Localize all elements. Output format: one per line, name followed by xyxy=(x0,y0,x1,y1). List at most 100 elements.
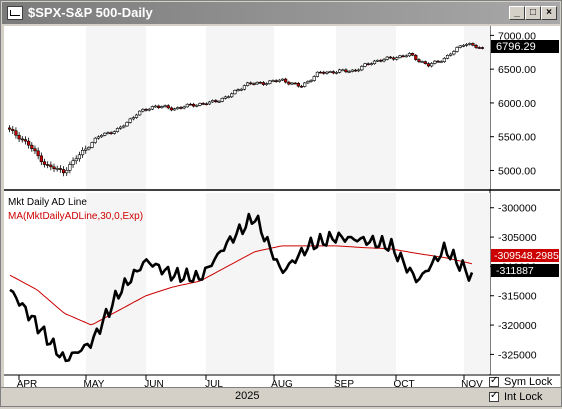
candle-body xyxy=(379,59,383,62)
maximize-button[interactable]: □ xyxy=(525,6,541,20)
candle-body xyxy=(61,169,66,174)
candle-body xyxy=(233,89,237,95)
candle-body xyxy=(287,81,291,85)
candle-body xyxy=(122,125,126,128)
minimize-button[interactable]: _ xyxy=(509,6,525,20)
candle-body xyxy=(119,126,123,129)
candle-body xyxy=(144,109,148,111)
candle-body xyxy=(20,138,24,141)
candle-body xyxy=(90,142,94,148)
candle-body xyxy=(461,45,465,47)
candle-body xyxy=(198,103,202,106)
candle-body xyxy=(258,81,262,84)
candle-body xyxy=(103,132,107,136)
candle-body xyxy=(249,82,253,85)
candle-body xyxy=(100,135,104,138)
candle-body xyxy=(338,69,342,73)
int-lock-toggle[interactable]: Int Lock xyxy=(489,390,543,403)
ad-tick-label: -325000 xyxy=(498,349,537,361)
candle-body xyxy=(33,148,37,152)
candle-body xyxy=(452,51,456,55)
month-label: JUN xyxy=(144,379,163,390)
sym-lock-checkbox[interactable] xyxy=(489,375,499,388)
ma-label: MA(MktDailyADLine,30,0,Exp) xyxy=(8,211,143,222)
ad-tick-label: -300000 xyxy=(498,203,537,215)
int-lock-label: Int Lock xyxy=(504,391,543,403)
candle-body xyxy=(166,105,170,109)
close-button[interactable]: × xyxy=(541,6,557,20)
candle-body xyxy=(277,79,281,82)
candle-body xyxy=(157,105,161,108)
int-lock-checkbox[interactable] xyxy=(489,390,499,403)
month-band xyxy=(206,26,274,189)
candle-body xyxy=(385,56,389,60)
candle-body xyxy=(27,140,31,146)
candle-body xyxy=(255,81,259,85)
month-band xyxy=(336,26,396,189)
month-ticks: APR MAY JUN JUL AUG SEP OCT NOV xyxy=(17,375,483,390)
candle-body xyxy=(55,168,59,170)
candle-body xyxy=(195,104,199,107)
candle-body xyxy=(360,66,364,71)
month-band xyxy=(206,193,274,374)
candle-body xyxy=(420,61,424,63)
candle-body xyxy=(274,80,278,82)
candle-body xyxy=(391,57,396,60)
title-bar[interactable]: $SPX-S&P 500-Daily _ □ × xyxy=(2,2,560,24)
candle-body xyxy=(372,60,377,64)
candle-body xyxy=(436,60,440,63)
candle-body xyxy=(407,53,412,57)
candle-body xyxy=(141,109,145,112)
last-price-box xyxy=(491,40,559,53)
price-tick-label: 5000.00 xyxy=(498,165,536,177)
chart-area[interactable]: 7000.00 6500.00 6000.00 5500.00 5000.00 6796… xyxy=(4,26,560,404)
candle-body xyxy=(344,69,348,73)
ma-last-box xyxy=(491,249,559,262)
chart-svg[interactable]: 7000.00 6500.00 6000.00 5500.00 5000.00 6796… xyxy=(4,26,560,404)
candle-body xyxy=(401,55,405,58)
candle-body xyxy=(214,100,218,102)
candle-body xyxy=(71,160,75,165)
candle-body xyxy=(204,103,208,106)
candle-body xyxy=(138,110,142,116)
candle-body xyxy=(163,105,167,107)
candle-body xyxy=(211,100,215,103)
candle-body xyxy=(207,101,212,105)
candle-body xyxy=(410,53,415,56)
candle-body xyxy=(328,71,332,73)
candle-body xyxy=(134,114,139,118)
month-band xyxy=(464,26,490,189)
candle-body xyxy=(252,83,256,86)
candle-body xyxy=(464,44,469,46)
candle-body xyxy=(404,55,408,58)
candle-body xyxy=(296,83,300,87)
month-label: SEP xyxy=(334,379,354,390)
ad-tick-label: -320000 xyxy=(498,320,537,332)
candle-body xyxy=(173,108,177,111)
candle-body xyxy=(293,82,297,85)
month-label: AUG xyxy=(271,379,293,390)
candle-body xyxy=(112,131,116,134)
candle-body xyxy=(265,83,269,85)
candle-body xyxy=(23,139,28,142)
candle-body xyxy=(449,53,453,56)
candle-body xyxy=(315,71,320,77)
sym-lock-toggle[interactable]: Sym Lock xyxy=(489,375,552,388)
month-band xyxy=(336,193,396,374)
month-label: JUL xyxy=(205,379,223,390)
candle-body xyxy=(11,128,15,132)
price-tick-label: 6500.00 xyxy=(498,64,536,76)
candle-body xyxy=(153,105,158,108)
ad-tick-label: -305000 xyxy=(498,232,537,244)
candle-body xyxy=(160,106,164,108)
candle-body xyxy=(347,71,351,73)
ad-last-box xyxy=(491,264,559,277)
candle-body xyxy=(388,56,392,59)
candle-body xyxy=(49,164,53,168)
candle-body xyxy=(169,107,174,111)
candle-body xyxy=(65,170,69,174)
candle-body xyxy=(261,82,266,85)
candle-body xyxy=(376,59,380,62)
price-tick-label: 5500.00 xyxy=(498,132,536,144)
